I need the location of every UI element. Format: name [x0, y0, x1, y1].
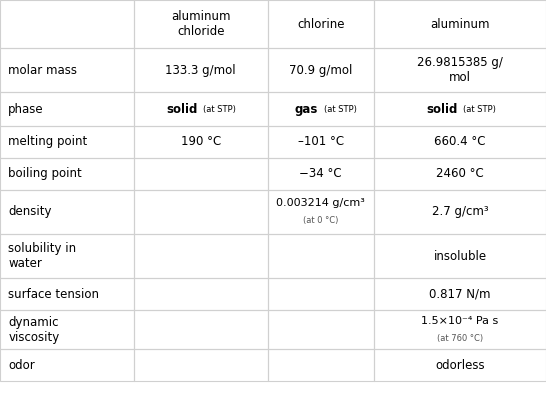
Bar: [134, 234, 268, 278]
Text: 26.9815385 g/
mol: 26.9815385 g/ mol: [417, 56, 503, 84]
Text: solid: solid: [426, 103, 458, 116]
Text: gas: gas: [295, 103, 318, 116]
Text: 2460 °C: 2460 °C: [436, 167, 484, 180]
Bar: [374, 190, 546, 234]
Bar: [268, 48, 374, 92]
Text: (at STP): (at STP): [203, 105, 236, 114]
Bar: [374, 310, 546, 349]
Text: odorless: odorless: [435, 359, 485, 372]
Text: −34 °C: −34 °C: [299, 167, 342, 180]
Text: 190 °C: 190 °C: [181, 135, 221, 148]
Text: insoluble: insoluble: [434, 249, 486, 263]
Bar: [268, 234, 374, 278]
Text: 1.5×10⁻⁴ Pa s: 1.5×10⁻⁴ Pa s: [422, 316, 498, 326]
Bar: [0, 234, 134, 278]
Bar: [0, 0, 134, 48]
Bar: [268, 0, 374, 48]
Bar: [0, 310, 134, 349]
Bar: [374, 48, 546, 92]
Text: (at 0 °C): (at 0 °C): [303, 216, 339, 225]
Text: 2.7 g/cm³: 2.7 g/cm³: [432, 205, 488, 218]
Text: (at 760 °C): (at 760 °C): [437, 334, 483, 343]
Bar: [374, 158, 546, 190]
Bar: [374, 234, 546, 278]
Text: solid: solid: [167, 103, 198, 116]
Text: aluminum
chloride: aluminum chloride: [171, 10, 230, 38]
Bar: [0, 158, 134, 190]
Bar: [0, 48, 134, 92]
Bar: [134, 310, 268, 349]
Text: solubility in
water: solubility in water: [8, 242, 76, 270]
Text: boiling point: boiling point: [8, 167, 82, 180]
Bar: [268, 310, 374, 349]
Bar: [0, 92, 134, 126]
Bar: [0, 278, 134, 310]
Bar: [374, 278, 546, 310]
Bar: [268, 158, 374, 190]
Text: odor: odor: [8, 359, 35, 372]
Bar: [134, 48, 268, 92]
Bar: [268, 349, 374, 381]
Bar: [374, 126, 546, 158]
Bar: [134, 278, 268, 310]
Text: (at STP): (at STP): [323, 105, 357, 114]
Bar: [134, 190, 268, 234]
Bar: [374, 0, 546, 48]
Bar: [268, 92, 374, 126]
Text: phase: phase: [8, 103, 44, 116]
Bar: [134, 349, 268, 381]
Bar: [0, 349, 134, 381]
Text: 0.817 N/m: 0.817 N/m: [429, 288, 491, 301]
Text: melting point: melting point: [8, 135, 87, 148]
Text: chlorine: chlorine: [297, 18, 345, 31]
Bar: [134, 92, 268, 126]
Text: surface tension: surface tension: [8, 288, 99, 301]
Text: 660.4 °C: 660.4 °C: [434, 135, 486, 148]
Bar: [134, 0, 268, 48]
Text: aluminum: aluminum: [430, 18, 490, 31]
Bar: [134, 158, 268, 190]
Bar: [374, 349, 546, 381]
Bar: [0, 126, 134, 158]
Text: density: density: [8, 205, 52, 218]
Text: dynamic
viscosity: dynamic viscosity: [8, 316, 60, 344]
Text: –101 °C: –101 °C: [298, 135, 344, 148]
Text: 70.9 g/mol: 70.9 g/mol: [289, 64, 353, 77]
Bar: [268, 190, 374, 234]
Text: 0.003214 g/cm³: 0.003214 g/cm³: [276, 198, 365, 208]
Bar: [268, 126, 374, 158]
Bar: [134, 126, 268, 158]
Bar: [268, 278, 374, 310]
Text: 133.3 g/mol: 133.3 g/mol: [165, 64, 236, 77]
Text: molar mass: molar mass: [8, 64, 77, 77]
Bar: [0, 190, 134, 234]
Bar: [374, 92, 546, 126]
Text: (at STP): (at STP): [463, 105, 496, 114]
